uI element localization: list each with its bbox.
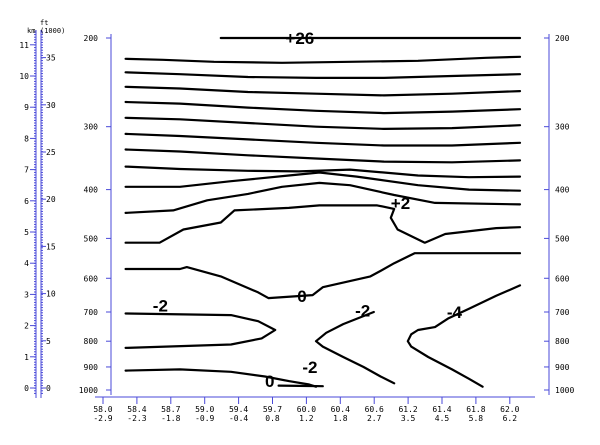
km-tick-label: 11 [19, 41, 29, 50]
x-tick-label-bottom: -2.9 [93, 414, 112, 423]
contour-label-3: -2 [153, 297, 168, 316]
km-tick-label: 9 [24, 103, 29, 112]
contour-label-0: +26 [285, 29, 314, 48]
left-pressure-tick-label: 800 [84, 337, 99, 346]
left-pressure-tick-label: 200 [84, 34, 99, 43]
x-tick-label-bottom: -0.4 [229, 414, 248, 423]
km-tick-label: 8 [24, 134, 29, 143]
km-tick-label: 3 [24, 290, 29, 299]
contour-line-12 [124, 252, 522, 300]
contour-line-16 [124, 368, 318, 388]
left-axes: kmft(1000)111098765432103530252015105020… [19, 19, 112, 398]
right-pressure-tick-label: 300 [555, 123, 570, 132]
contour-line-14 [314, 310, 396, 385]
right-pressure-tick-label: 200 [555, 34, 570, 43]
right-pressure-tick-label: 800 [555, 337, 570, 346]
right-pressure-tick-label: 1000 [555, 386, 574, 395]
left-pressure-tick-label: 700 [84, 308, 99, 317]
x-tick-label-bottom: 2.7 [367, 414, 382, 423]
x-tick-label-bottom: -1.8 [161, 414, 180, 423]
km-tick-label: 0 [24, 384, 29, 393]
km-tick-label: 5 [24, 228, 29, 237]
x-tick-label-top: 62.0 [500, 405, 519, 414]
right-pressure-tick-label: 600 [555, 274, 570, 283]
right-pressure-axis: 200 300 400 500 600 700 800 900 1000 [544, 34, 574, 395]
x-tick-label-top: 60.6 [365, 405, 384, 414]
x-tick-label-bottom: -2.3 [127, 414, 146, 423]
x-tick-label-bottom: 1.8 [333, 414, 348, 423]
contour-line-3 [124, 85, 522, 97]
x-tick-label-bottom: 4.5 [435, 414, 450, 423]
x-tick-label-bottom: 5.8 [469, 414, 484, 423]
km-tick-label: 10 [19, 72, 29, 81]
x-tick-label-top: 58.7 [161, 405, 180, 414]
ft-unit-sub-label: (1000) [40, 27, 65, 35]
contour-label-6: -2 [302, 358, 317, 377]
left-pressure-tick-label: 1000 [79, 386, 98, 395]
contour-line-2 [124, 71, 522, 80]
x-tick-label-bottom: -0.9 [195, 414, 214, 423]
ft-tick-label: 15 [46, 242, 56, 251]
left-pressure-tick-label: 300 [84, 123, 99, 132]
x-tick-label-top: 59.7 [263, 405, 282, 414]
x-tick-label-top: 61.2 [398, 405, 417, 414]
km-tick-label: 6 [24, 197, 29, 206]
contour-line-10 [124, 181, 522, 214]
contour-label-1: +2 [391, 194, 410, 213]
bottom-axis: 58.0-2.9 58.4-2.3 58.7-1.8 59.0-0.9 59.4-0.4… [93, 396, 535, 423]
contour-line-13 [124, 312, 277, 349]
x-tick-label-top: 58.0 [93, 405, 112, 414]
x-tick-label-top: 59.0 [195, 405, 214, 414]
contour-label-4: -2 [355, 301, 370, 320]
km-unit-label: km [27, 27, 35, 35]
ft-tick-label: 25 [46, 148, 56, 157]
contour-line-7 [124, 148, 522, 164]
contour-line-1 [124, 55, 522, 64]
left-pressure-tick-label: 500 [84, 234, 99, 243]
km-tick-label: 7 [24, 166, 29, 175]
contour-line-17 [277, 384, 324, 388]
km-tick-label: 1 [24, 353, 29, 362]
contour-label-5: -4 [447, 303, 463, 322]
x-tick-label-top: 58.4 [127, 405, 146, 414]
km-tick-label: 4 [24, 259, 29, 268]
x-tick-label-top: 59.4 [229, 405, 248, 414]
x-tick-label-bottom: 3.5 [401, 414, 416, 423]
contour-line-15 [406, 284, 522, 388]
contour-line-8 [124, 165, 522, 179]
contour-line-5 [124, 116, 522, 130]
annotations: +26 +2 0 -2 -2 -4 -2 0 [153, 29, 463, 391]
ft-tick-label: 5 [46, 337, 51, 346]
contours [124, 36, 522, 388]
x-tick-label-top: 61.4 [432, 405, 451, 414]
ft-unit-label: ft [40, 19, 48, 27]
right-pressure-tick-label: 900 [555, 363, 570, 372]
ft-tick-label: 30 [46, 101, 56, 110]
right-pressure-tick-label: 400 [555, 186, 570, 195]
ft-tick-label: 0 [46, 384, 51, 393]
x-tick-label-bottom: 0.8 [265, 414, 280, 423]
contour-label-7: 0 [265, 372, 274, 391]
left-pressure-tick-label: 400 [84, 186, 99, 195]
ft-tick-label: 10 [46, 290, 56, 299]
right-pressure-tick-label: 500 [555, 234, 570, 243]
ft-tick-label: 20 [46, 195, 56, 204]
x-tick-label-top: 60.0 [297, 405, 316, 414]
contour-line-4 [124, 100, 522, 115]
x-tick-label-top: 60.4 [331, 405, 350, 414]
contour-line-11 [124, 204, 522, 244]
x-tick-label-bottom: 6.2 [503, 414, 518, 423]
x-tick-label-top: 61.8 [466, 405, 485, 414]
left-pressure-tick-label: 600 [84, 274, 99, 283]
km-tick-label: 2 [24, 322, 29, 331]
contour-line-6 [124, 132, 522, 147]
x-tick-label-bottom: 1.2 [299, 414, 314, 423]
contour-line-9 [124, 171, 522, 192]
ft-tick-label: 35 [46, 54, 56, 63]
right-pressure-tick-label: 700 [555, 308, 570, 317]
contour-label-2: 0 [297, 287, 306, 306]
left-pressure-tick-label: 900 [84, 363, 99, 372]
